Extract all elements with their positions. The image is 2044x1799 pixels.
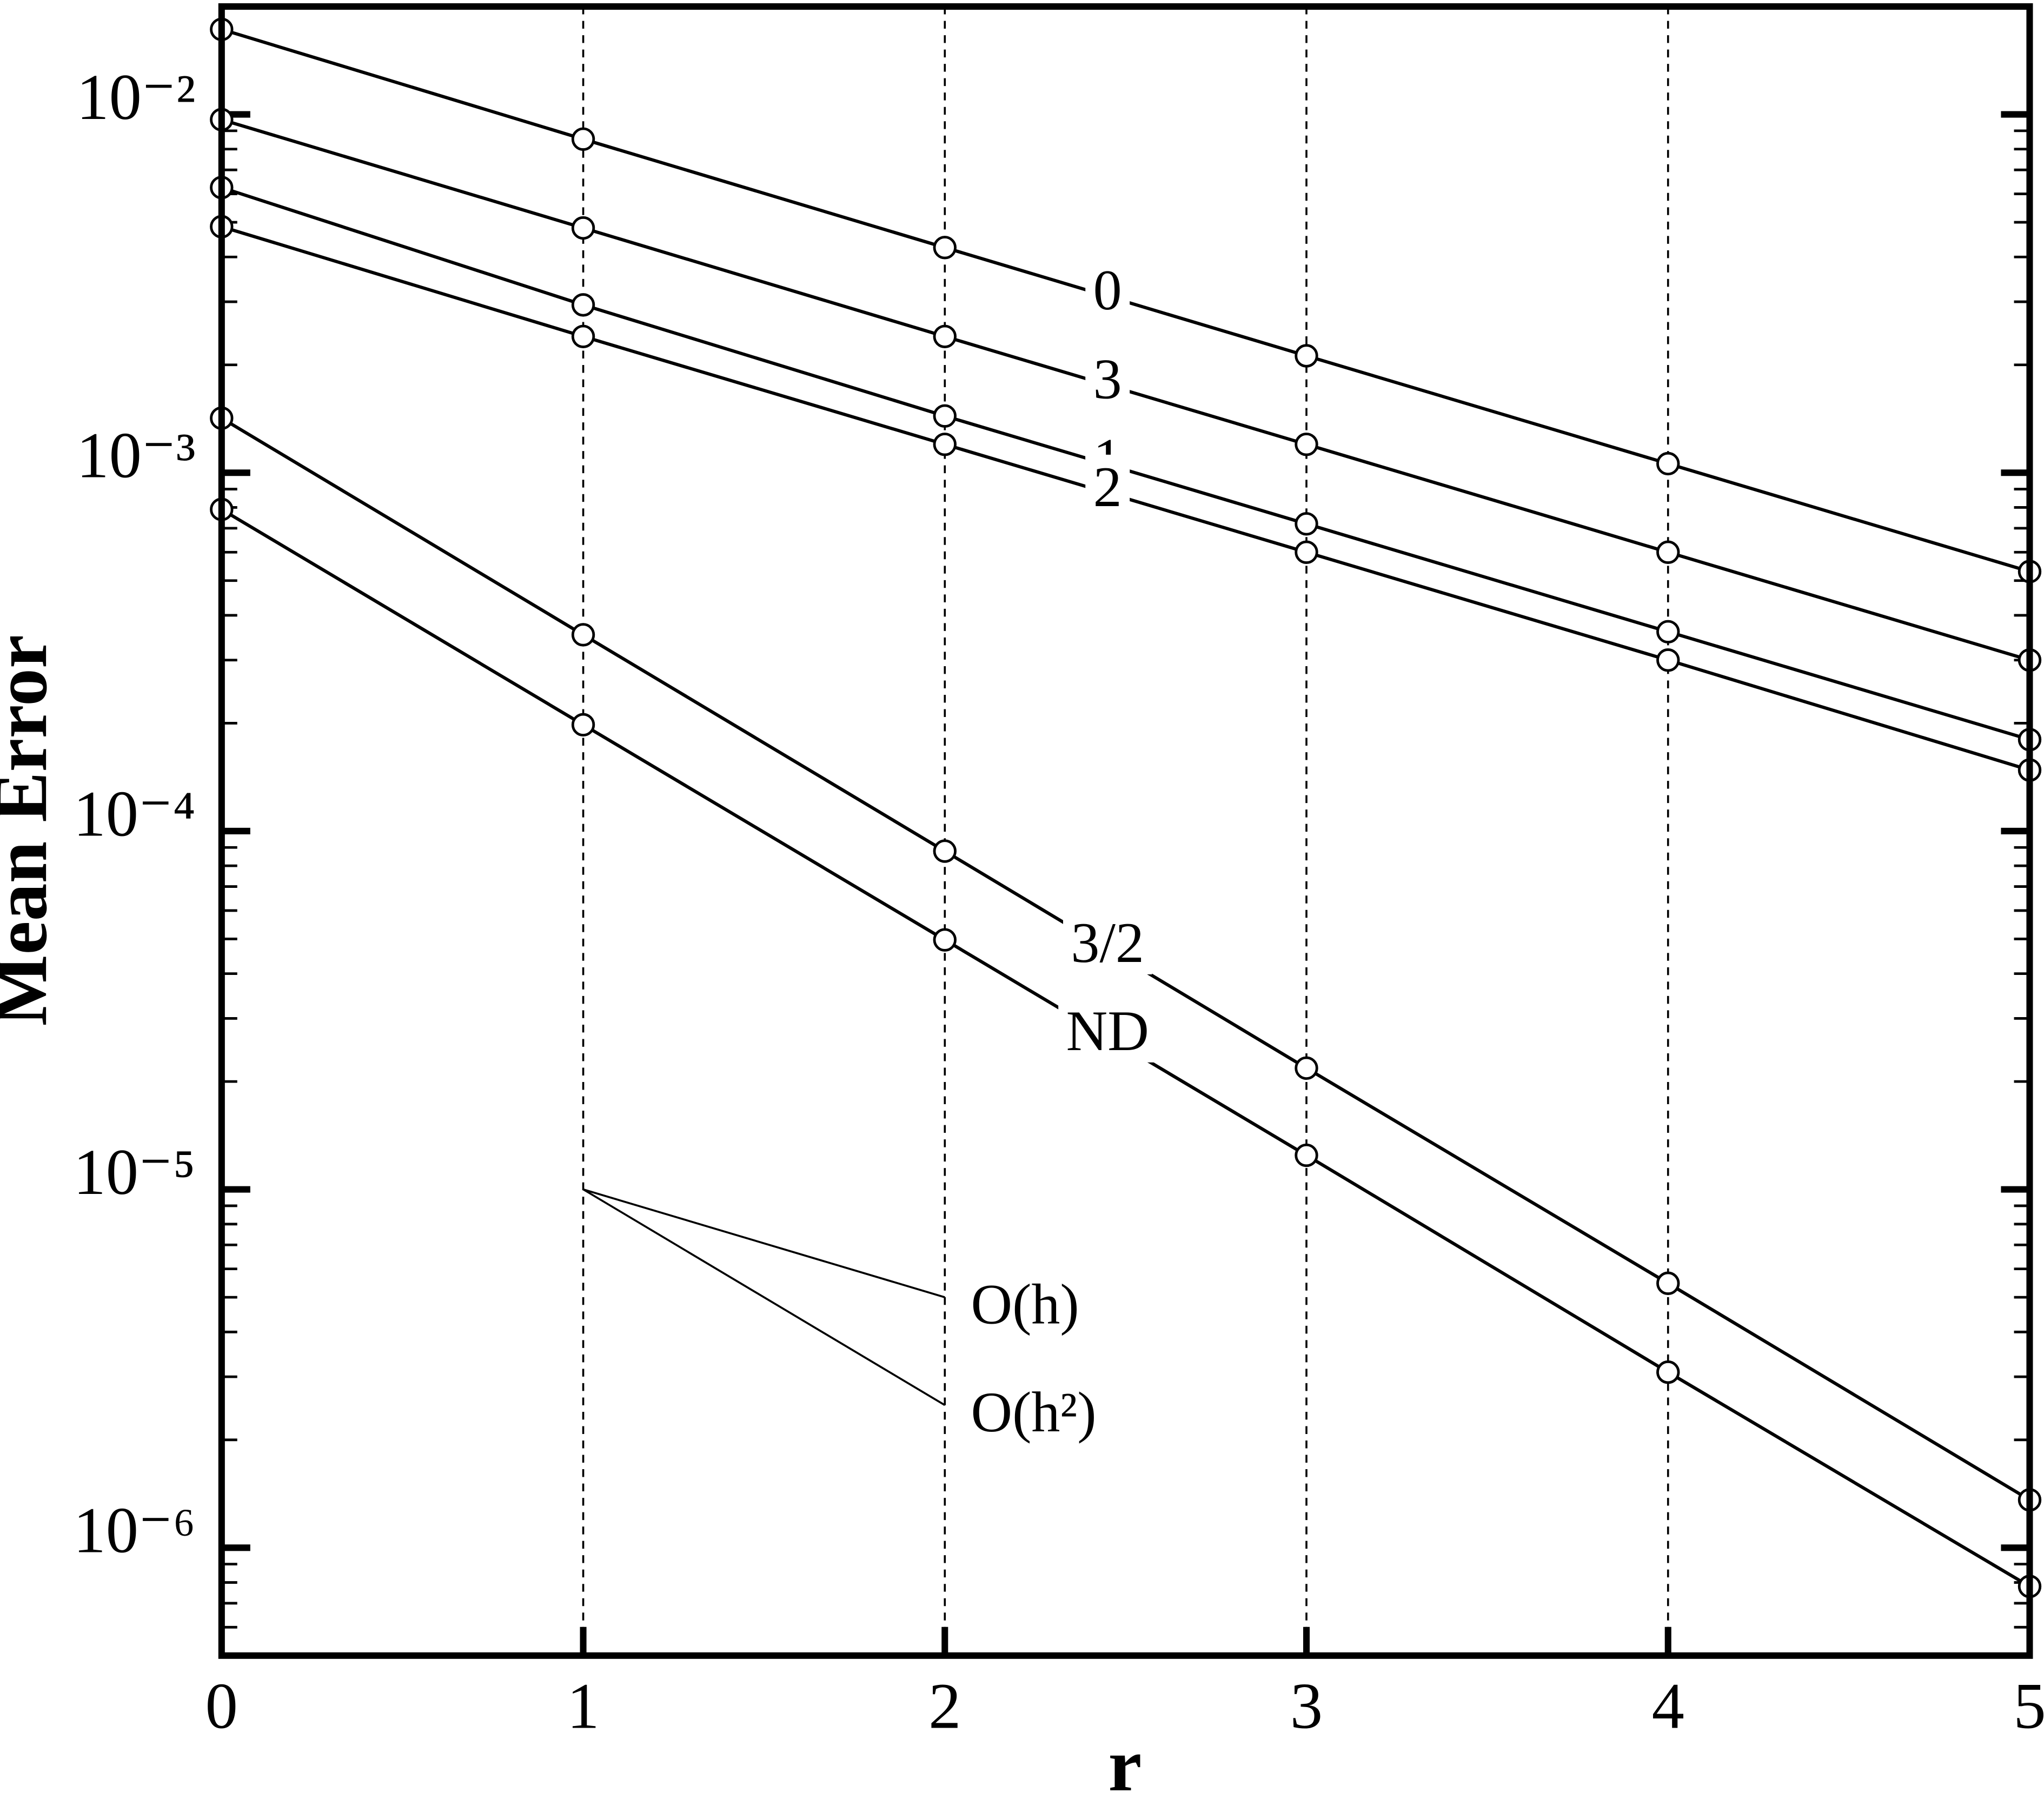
point xyxy=(571,293,595,317)
y-tick-label: 10⁻² xyxy=(76,62,195,134)
point xyxy=(1656,620,1680,643)
x-tick-label: 4 xyxy=(1652,1671,1684,1743)
series-label-bg xyxy=(1063,910,1152,974)
point xyxy=(571,127,595,151)
x-tick-label: 5 xyxy=(2013,1671,2044,1743)
x-tick-label: 2 xyxy=(928,1671,961,1743)
point xyxy=(1656,540,1680,564)
point xyxy=(1656,1271,1680,1295)
series-label: 0 xyxy=(1093,258,1122,322)
y-tick-label: 10⁻⁴ xyxy=(73,778,195,850)
slope-guide xyxy=(583,1188,945,1298)
point xyxy=(1295,433,1318,456)
point xyxy=(1295,512,1318,536)
point xyxy=(1295,1143,1318,1167)
series-label: 3/2 xyxy=(1071,911,1144,974)
point xyxy=(571,324,595,348)
x-tick-label: 1 xyxy=(567,1671,599,1743)
annotation: O(h) xyxy=(971,1272,1079,1336)
x-axis-label: r xyxy=(1108,1723,1142,1799)
plot-frame xyxy=(218,3,2033,1659)
y-axis-label: Mean Error xyxy=(0,635,63,1026)
point xyxy=(1295,344,1318,368)
point xyxy=(571,713,595,737)
point xyxy=(571,216,595,240)
series-label: 3 xyxy=(1093,347,1122,410)
point xyxy=(933,324,957,348)
point xyxy=(933,839,957,863)
point xyxy=(1295,540,1318,564)
x-tick-label: 3 xyxy=(1290,1671,1323,1743)
y-tick-label: 10⁻⁶ xyxy=(73,1495,195,1567)
point xyxy=(1656,452,1680,476)
point xyxy=(933,404,957,428)
point xyxy=(1656,648,1680,672)
point xyxy=(933,928,957,952)
x-tick-label: 0 xyxy=(205,1671,238,1743)
series-label-bg xyxy=(1085,258,1130,322)
y-tick-label: 10⁻³ xyxy=(76,420,195,492)
point xyxy=(1656,1360,1680,1384)
point xyxy=(571,623,595,647)
series-label: ND xyxy=(1066,999,1149,1063)
point xyxy=(933,433,957,456)
point xyxy=(933,236,957,260)
series-label-bg xyxy=(1085,347,1130,411)
annotation: O(h²) xyxy=(971,1380,1097,1444)
series-label-bg xyxy=(1058,998,1157,1063)
series-label: 2 xyxy=(1093,455,1122,519)
slope-guide xyxy=(582,1189,946,1406)
point xyxy=(1295,1056,1318,1080)
y-tick-label: 10⁻⁵ xyxy=(73,1137,195,1209)
series-label-bg xyxy=(1085,454,1130,519)
